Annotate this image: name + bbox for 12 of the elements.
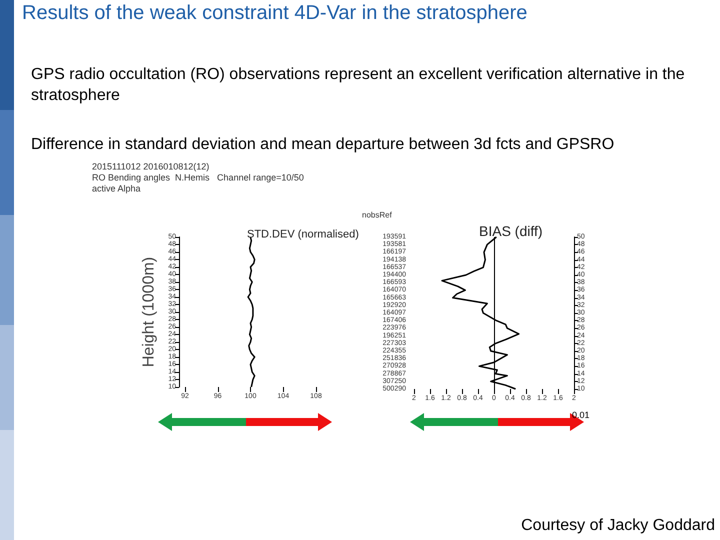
y-axis-title: Height (1000m) (140, 256, 158, 368)
chart-title: BIAS (diff) (479, 223, 543, 239)
text: nobsRef (362, 210, 393, 220)
text: RO Bending angles N.Hemis Channel range=10/50 (92, 172, 304, 182)
text: GPS radio occultation (RO) observations represent an excellent verification alternative in the stratosphere (31, 65, 686, 106)
text: 2015111012 2016010812(12) (92, 162, 210, 172)
text: Courtesy of Jacky Goddard (521, 516, 715, 536)
chart-title: STD.DEV (normalised) (247, 228, 359, 240)
text: Difference in standard deviation and mean departure between 3d fcts and GPSRO (31, 135, 616, 155)
text: Results of the weak constraint 4D-Var in the stratosphere (22, 2, 528, 25)
text: active Alpha (92, 184, 141, 194)
text: 0.01 (572, 410, 590, 420)
